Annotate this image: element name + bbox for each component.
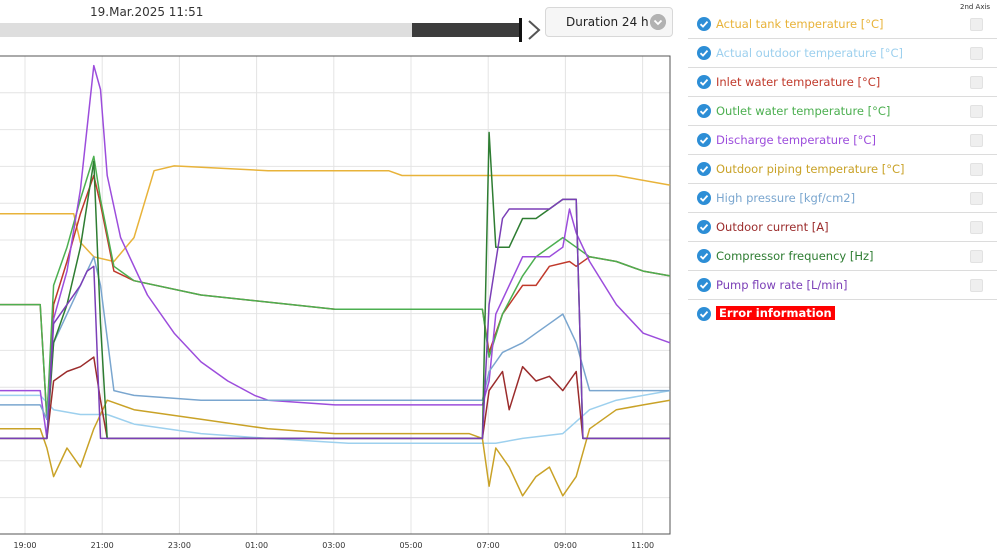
chevron-down-icon [650,14,666,30]
legend-item[interactable]: Error information [688,300,997,330]
time-slider-handle[interactable] [519,18,522,42]
checkmark-icon[interactable] [697,191,711,205]
line-chart: 19:00 21:00 23:00 01:00 03:00 05:00 07:00 09:00… [0,55,671,550]
second-axis-checkbox[interactable] [970,47,983,60]
checkmark-icon[interactable] [697,220,711,234]
checkmark-icon[interactable] [697,307,711,321]
legend-item[interactable]: Actual tank temperature [°C] [688,10,997,39]
x-tick-label: 01:00 [245,541,268,550]
checkmark-icon[interactable] [697,75,711,89]
chart-series [0,64,671,497]
series-line-0 [0,165,671,263]
second-axis-checkbox[interactable] [970,76,983,89]
plot-border [0,55,671,535]
x-tick-label: 21:00 [91,541,114,550]
series-line-5 [0,399,671,497]
second-axis-checkbox[interactable] [970,134,983,147]
series-line-4 [0,64,671,440]
x-tick-label: 09:00 [554,541,577,550]
x-tick-label: 07:00 [477,541,500,550]
checkmark-icon[interactable] [697,17,711,31]
x-tick-label: 05:00 [399,541,422,550]
checkmark-icon[interactable] [697,278,711,292]
x-tick-label: 23:00 [168,541,191,550]
checkmark-icon[interactable] [697,46,711,60]
legend-item[interactable]: Actual outdoor temperature [°C] [688,39,997,68]
chart-x-ticks: 19:00 21:00 23:00 01:00 03:00 05:00 07:00 09:00… [13,541,654,550]
time-slider-fill [412,23,522,37]
chevron-right-icon[interactable] [526,18,542,42]
checkmark-icon[interactable] [697,249,711,263]
legend-label: Actual outdoor temperature [°C] [716,46,903,60]
legend-item[interactable]: High pressure [kgf/cm2] [688,184,997,213]
second-axis-header: 2nd Axis [960,3,991,11]
second-axis-checkbox[interactable] [970,192,983,205]
legend-item[interactable]: Outdoor piping temperature [°C] [688,155,997,184]
legend-label: High pressure [kgf/cm2] [716,191,856,205]
legend-label: Discharge temperature [°C] [716,133,876,147]
second-axis-checkbox[interactable] [970,221,983,234]
legend-label: Compressor frequency [Hz] [716,249,874,263]
legend-item[interactable]: Discharge temperature [°C] [688,126,997,155]
duration-label: Duration 24 h [566,15,649,29]
second-axis-checkbox[interactable] [970,279,983,292]
series-line-1 [0,389,671,444]
second-axis-checkbox[interactable] [970,250,983,263]
legend-item[interactable]: Compressor frequency [Hz] [688,242,997,271]
checkmark-icon[interactable] [697,133,711,147]
checkmark-icon[interactable] [697,104,711,118]
series-line-6 [0,256,670,421]
legend-label: Outlet water temperature [°C] [716,104,891,118]
legend-item[interactable]: Inlet water temperature [°C] [688,68,997,97]
checkmark-icon[interactable] [697,162,711,176]
legend-label: Outdoor piping temperature [°C] [716,162,905,176]
time-slider-track[interactable] [0,23,522,37]
legend-label: Outdoor current [A] [716,220,829,234]
timestamp-label: 19.Mar.2025 11:51 [90,5,204,19]
x-tick-label: 11:00 [631,541,654,550]
second-axis-checkbox[interactable] [970,105,983,118]
chart-grid [0,55,671,535]
legend-item[interactable]: Outdoor current [A] [688,213,997,242]
legend-item[interactable]: Outlet water temperature [°C] [688,97,997,126]
legend-label: Actual tank temperature [°C] [716,17,884,31]
second-axis-checkbox[interactable] [970,163,983,176]
legend-label: Error information [716,306,835,320]
x-tick-label: 19:00 [13,541,36,550]
x-tick-label: 03:00 [322,541,345,550]
duration-select[interactable]: Duration 24 h [545,7,673,37]
second-axis-checkbox[interactable] [970,18,983,31]
legend-label: Pump flow rate [L/min] [716,278,848,292]
series-line-9 [0,198,670,440]
legend-item[interactable]: Pump flow rate [L/min] [688,271,997,300]
legend-label: Inlet water temperature [°C] [716,75,881,89]
series-line-3 [0,155,671,421]
legend-list: Actual tank temperature [°C] Actual outdo… [688,10,997,330]
